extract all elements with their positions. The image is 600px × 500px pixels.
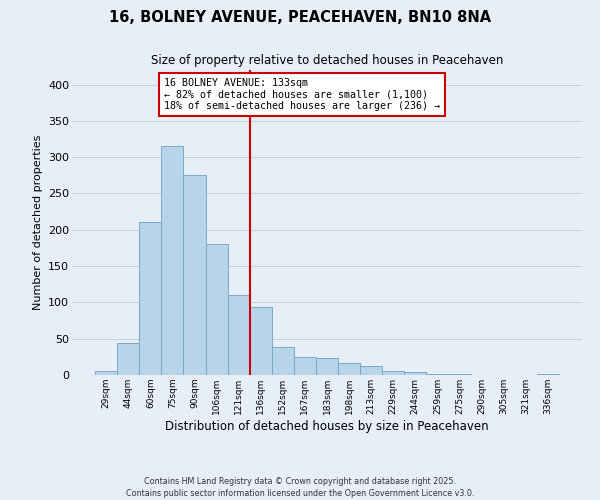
Bar [95, 372, 117, 375]
Bar [382, 372, 404, 375]
Title: Size of property relative to detached houses in Peacehaven: Size of property relative to detached ho… [151, 54, 503, 68]
Bar [316, 358, 338, 375]
Bar [404, 372, 427, 375]
Bar [448, 374, 470, 375]
X-axis label: Distribution of detached houses by size in Peacehaven: Distribution of detached houses by size … [165, 420, 489, 432]
Bar [360, 366, 382, 375]
Y-axis label: Number of detached properties: Number of detached properties [32, 135, 43, 310]
Text: 16 BOLNEY AVENUE: 133sqm
← 82% of detached houses are smaller (1,100)
18% of sem: 16 BOLNEY AVENUE: 133sqm ← 82% of detach… [164, 78, 440, 111]
Bar [227, 295, 250, 375]
Bar [250, 308, 272, 375]
Bar [537, 374, 559, 375]
Bar [139, 222, 161, 375]
Bar [117, 343, 139, 375]
Text: 16, BOLNEY AVENUE, PEACEHAVEN, BN10 8NA: 16, BOLNEY AVENUE, PEACEHAVEN, BN10 8NA [109, 10, 491, 25]
Bar [294, 357, 316, 375]
Bar [161, 146, 184, 375]
Text: Contains HM Land Registry data © Crown copyright and database right 2025.
Contai: Contains HM Land Registry data © Crown c… [126, 476, 474, 498]
Bar [184, 176, 206, 375]
Bar [338, 364, 360, 375]
Bar [206, 244, 227, 375]
Bar [427, 374, 448, 375]
Bar [272, 348, 294, 375]
